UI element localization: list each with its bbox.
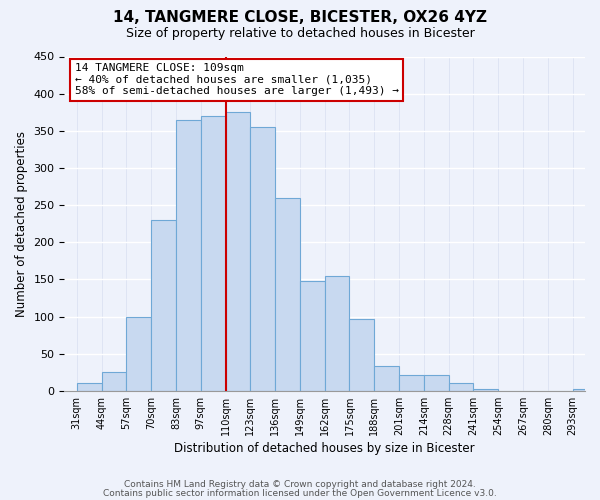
Text: 14, TANGMERE CLOSE, BICESTER, OX26 4YZ: 14, TANGMERE CLOSE, BICESTER, OX26 4YZ bbox=[113, 10, 487, 25]
X-axis label: Distribution of detached houses by size in Bicester: Distribution of detached houses by size … bbox=[175, 442, 475, 455]
Bar bbox=[449, 382, 473, 391]
Bar bbox=[101, 372, 127, 391]
Bar bbox=[127, 316, 151, 391]
Text: Contains HM Land Registry data © Crown copyright and database right 2024.: Contains HM Land Registry data © Crown c… bbox=[124, 480, 476, 489]
Bar bbox=[275, 198, 300, 391]
Bar bbox=[473, 390, 498, 391]
Bar bbox=[77, 384, 101, 391]
Bar bbox=[250, 127, 275, 391]
Bar bbox=[300, 281, 325, 391]
Bar bbox=[325, 276, 349, 391]
Bar bbox=[176, 120, 201, 391]
Bar bbox=[151, 220, 176, 391]
Bar bbox=[201, 116, 226, 391]
Bar bbox=[399, 375, 424, 391]
Bar bbox=[226, 112, 250, 391]
Bar bbox=[349, 320, 374, 391]
Text: Contains public sector information licensed under the Open Government Licence v3: Contains public sector information licen… bbox=[103, 489, 497, 498]
Text: 14 TANGMERE CLOSE: 109sqm
← 40% of detached houses are smaller (1,035)
58% of se: 14 TANGMERE CLOSE: 109sqm ← 40% of detac… bbox=[75, 63, 399, 96]
Bar bbox=[374, 366, 399, 391]
Bar bbox=[424, 375, 449, 391]
Bar bbox=[572, 390, 598, 391]
Y-axis label: Number of detached properties: Number of detached properties bbox=[15, 130, 28, 316]
Text: Size of property relative to detached houses in Bicester: Size of property relative to detached ho… bbox=[125, 28, 475, 40]
